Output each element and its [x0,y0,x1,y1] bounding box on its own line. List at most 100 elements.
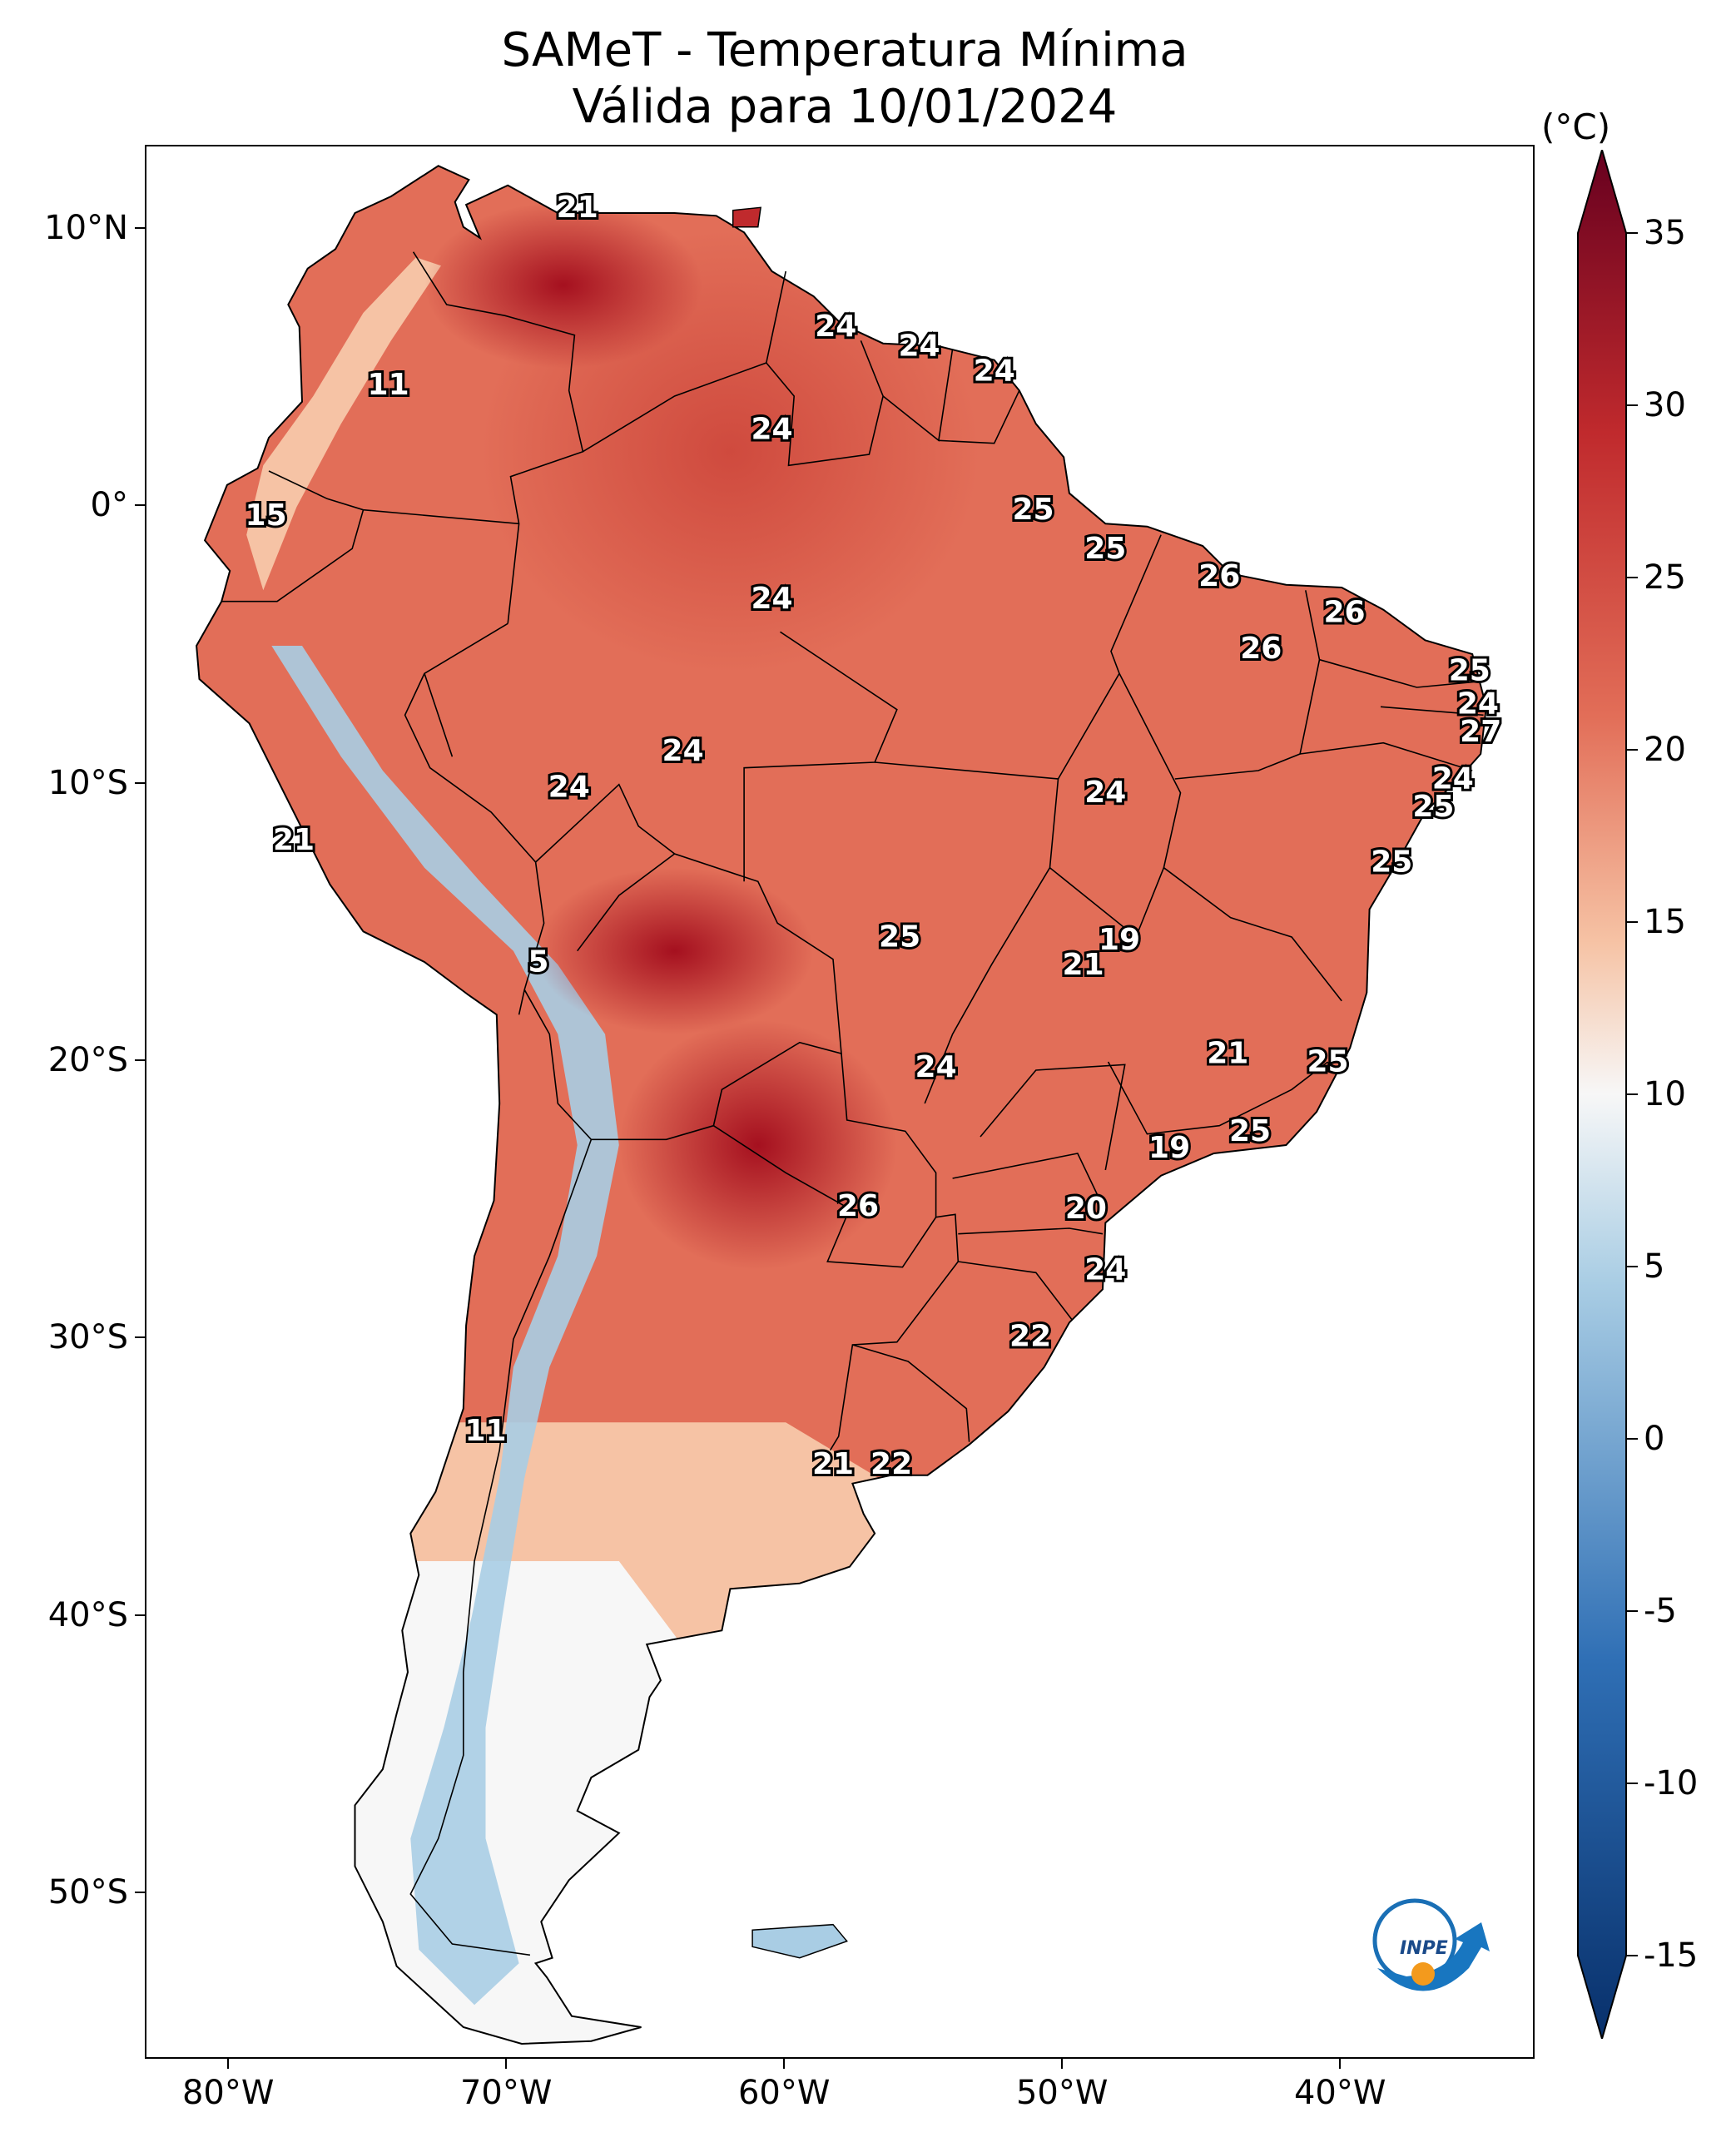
border-line [424,673,454,757]
border-line [952,1153,1107,1212]
lat-tick-mark [135,1059,145,1061]
logo-text: INPE [1400,1938,1448,1959]
temperature-label: 26 [1323,596,1365,630]
temperature-label: 25 [1449,654,1490,688]
lat-tick-label: 50°S [47,1873,128,1912]
temperature-label: 24 [1432,762,1474,796]
colorbar-tick-label: 20 [1644,731,1686,769]
colorbar-tick-label: 10 [1644,1075,1686,1113]
temperature-label: 24 [662,734,704,768]
border-line [221,509,365,602]
temperature-label: 24 [898,330,940,364]
border-line [712,1053,937,1268]
border-line [412,251,584,624]
lon-tick-label: 50°W [1015,2074,1109,2112]
temperature-label: 15 [246,498,287,533]
chaco-hot-core [618,1020,897,1270]
temperature-label: 24 [815,310,856,344]
temperature-label: 22 [870,1447,912,1481]
temperature-label: 27 [1460,715,1501,749]
border-line [409,989,593,1956]
temperature-label: 25 [1307,1045,1348,1079]
temperature-label: 22 [1009,1320,1051,1354]
temperature-label: 21 [1207,1037,1248,1071]
colorbar-tick-label: -5 [1644,1592,1677,1630]
border-line [1319,658,1476,688]
border-line [829,1213,960,1451]
lat-tick-label: 30°S [47,1318,128,1357]
border-line [938,389,1020,444]
colorbar-tick-label: 25 [1644,558,1686,597]
lon-tick-mark [783,2059,786,2069]
lat-tick-mark [135,781,145,784]
colorbar-unit: (°C) [1541,107,1611,147]
lon-tick-label: 40°W [1293,2074,1386,2112]
beni-hot-core [535,867,814,1034]
colorbar-tick-label: 30 [1644,386,1686,424]
lon-tick-mark [227,2059,230,2069]
border-line [958,1261,1073,1321]
logo-dot [1411,1962,1435,1986]
lat-tick-mark [135,504,145,507]
temperature-label: 21 [273,823,315,857]
temperature-label: 26 [837,1189,879,1223]
colorbar-tick-label: -15 [1644,1936,1699,1975]
border-line [1057,534,1162,780]
andes-cold-zone [271,646,619,2006]
logo-arrow [1377,1922,1490,1991]
border-line [1380,706,1484,717]
temperature-label: 26 [1240,632,1282,666]
temperature-label: 19 [1099,923,1140,957]
temperature-label: 24 [915,1050,957,1084]
lat-tick-mark [135,1892,145,1893]
temperature-label: 25 [879,920,920,955]
temperature-label: 25 [1371,845,1412,880]
border-line [1107,1061,1328,1135]
trinidad-island [732,206,761,228]
temperature-label: 25 [1012,493,1054,527]
lat-tick-label: 40°S [47,1595,128,1634]
border-line [1049,672,1182,939]
continent-land [196,165,1487,2045]
colorbar-tick-label: 35 [1644,214,1686,252]
lat-tick-label: 0° [90,486,128,525]
falkland-islands [751,1923,848,1959]
colorbar-tick-label: 5 [1644,1247,1665,1286]
colorbar-tick-label: 0 [1644,1420,1665,1458]
temperature-label: 11 [368,368,409,402]
colorbar [1577,150,1638,2039]
lon-tick-mark [505,2059,508,2069]
inpe-logo: INPE [1372,1898,1490,1991]
lon-tick-label: 80°W [181,2074,275,2112]
temperature-label: 19 [1148,1131,1190,1165]
lon-tick-label: 70°W [459,2074,553,2112]
border-line [958,1227,1104,1235]
lat-tick-mark [135,227,145,229]
map-subtitle: Válida para 10/01/2024 [572,80,1118,134]
lat-tick-label: 10°S [47,763,128,802]
border-line [577,853,676,952]
andes-north-zone [246,257,441,591]
temperature-label: 24 [1084,776,1126,810]
border-line [852,1344,970,1442]
lon-tick-mark [1339,2059,1342,2069]
map-title: SAMeT - Temperatura Mínima [501,23,1188,77]
temperature-label: 21 [1063,948,1104,982]
lat-tick-label: 10°N [44,209,128,247]
temperature-label: 24 [1457,687,1499,721]
border-line [980,1064,1126,1171]
border-line [766,340,884,467]
coastline [196,165,1487,2045]
temperature-label: 26 [1198,559,1240,593]
temperature-label: 5 [528,945,548,979]
country-borders [221,251,1484,1956]
border-line [404,622,545,1015]
border-line [1163,867,1342,1002]
lat-tick-label: 20°S [47,1041,128,1079]
border-line [268,470,519,525]
temperature-label: 24 [751,413,792,447]
lat-tick-mark [135,1614,145,1616]
temperature-label: 24 [751,582,792,616]
